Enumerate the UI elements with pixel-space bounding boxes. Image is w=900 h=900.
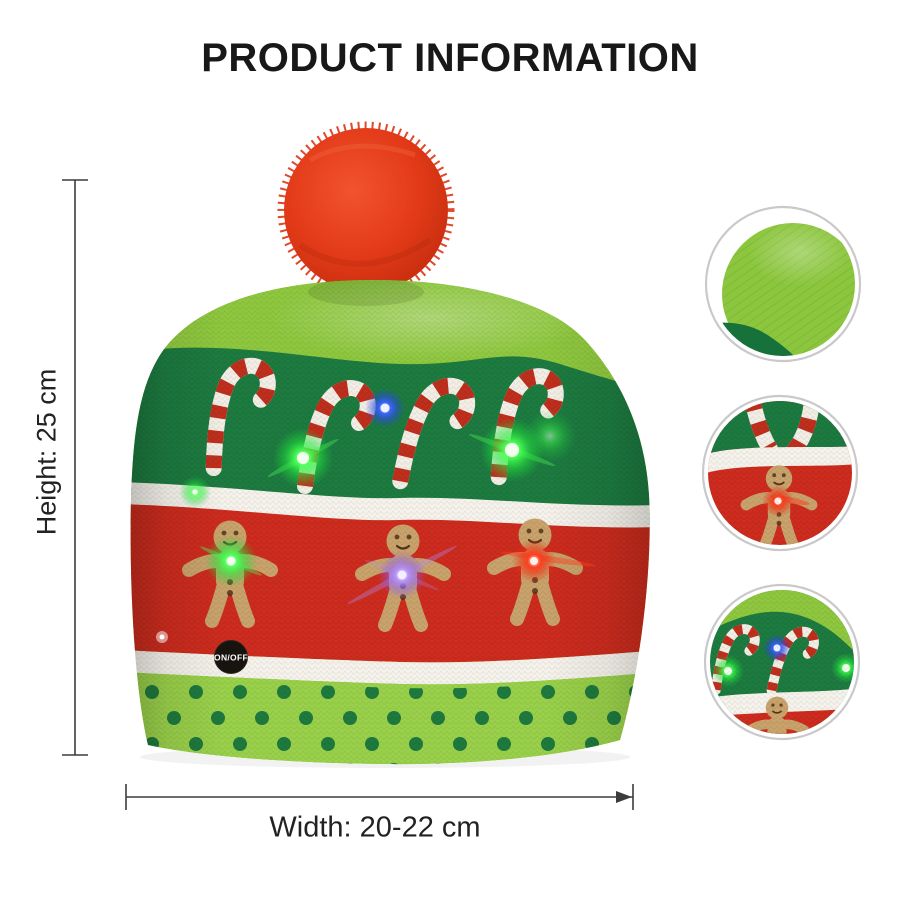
led-green-band-left [267, 428, 339, 488]
height-dimension-line [62, 179, 88, 756]
hat-body [130, 279, 650, 765]
detail-circle-gingerbread [701, 394, 859, 552]
width-dimension-label: Width: 20-22 cm [269, 811, 481, 844]
beanie-hat: ON/OFF [130, 121, 650, 768]
led-lights [156, 388, 596, 643]
width-dimension-line [125, 784, 634, 810]
led-blue-band [365, 388, 405, 428]
led-white-speck [156, 631, 168, 643]
detail-circle-fabric [704, 205, 862, 363]
detail-circle-candy-canes [703, 583, 861, 741]
led-red-gingerbread-3 [500, 539, 596, 583]
power-badge-label: ON/OFF [214, 653, 248, 663]
led-violet-gingerbread-2 [347, 545, 457, 605]
led-green-small-left [179, 476, 211, 508]
pom-pom [277, 121, 455, 300]
page-title: PRODUCT INFORMATION [201, 36, 699, 80]
power-badge-circle [214, 640, 248, 674]
led-green-gingerbread-1 [200, 535, 262, 587]
power-badge: ON/OFF [214, 640, 248, 674]
arrow-right-icon [616, 791, 632, 803]
